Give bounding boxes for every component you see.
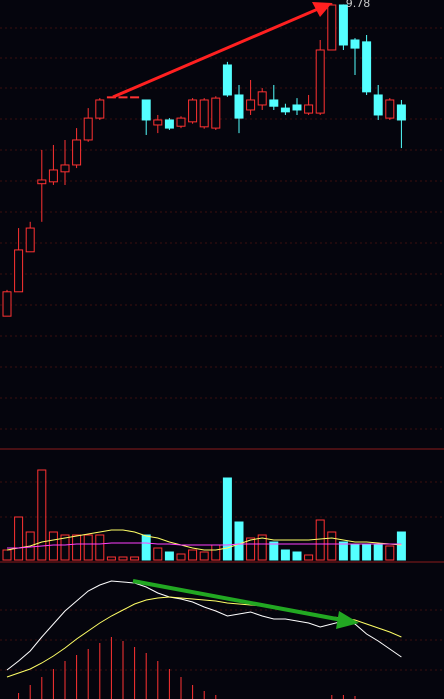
volume-bar xyxy=(373,544,383,561)
candle-body xyxy=(83,117,93,141)
volume-bar xyxy=(118,556,128,561)
candle-body xyxy=(257,91,267,106)
volume-bar xyxy=(141,534,151,561)
volume-bar xyxy=(269,541,279,561)
candle-body xyxy=(141,99,151,121)
plot-area: 9.78 xyxy=(2,0,406,699)
candle-body xyxy=(37,179,47,185)
candle-body xyxy=(396,104,406,121)
volume-bar xyxy=(176,553,186,561)
volume-bar xyxy=(257,534,267,561)
volume-bar xyxy=(385,545,395,561)
volume-bar xyxy=(14,516,24,561)
volume-bar xyxy=(280,549,290,561)
candle-body xyxy=(292,104,302,111)
volume-bar xyxy=(37,469,47,561)
candle-body xyxy=(14,249,24,293)
volume-bar xyxy=(130,556,140,561)
volume-bar xyxy=(83,534,93,561)
volume-bar xyxy=(153,547,163,561)
candle-body xyxy=(130,96,140,99)
candle-body xyxy=(362,41,372,93)
candle-body xyxy=(48,169,58,183)
volume-bar xyxy=(292,551,302,561)
indicator-line xyxy=(7,542,402,549)
candle-body xyxy=(25,227,35,253)
volume-bar xyxy=(350,544,360,561)
candle-body xyxy=(176,117,186,127)
candle-body xyxy=(350,39,360,49)
candle-body xyxy=(304,104,314,114)
indicator-line xyxy=(6,596,402,678)
candle-body xyxy=(60,164,70,173)
candle-body xyxy=(234,94,244,119)
indicator-line xyxy=(6,580,402,671)
volume-bar xyxy=(234,521,244,561)
candle-body xyxy=(72,139,82,166)
candle-body xyxy=(211,97,221,129)
volume-bar xyxy=(106,556,116,561)
volume-bar xyxy=(95,534,105,561)
volume-bar xyxy=(25,531,35,561)
volume-bar xyxy=(246,537,256,561)
volume-bar xyxy=(199,551,209,561)
candle-body xyxy=(315,49,325,114)
candle-body xyxy=(118,96,128,99)
volume-bar xyxy=(304,554,314,561)
candle-body xyxy=(246,99,256,111)
volume-bar xyxy=(327,531,337,561)
volume-bar xyxy=(2,549,12,561)
candle-body xyxy=(2,291,12,317)
volume-bar xyxy=(211,544,221,561)
candle-body xyxy=(327,4,337,51)
candle-body xyxy=(338,4,348,46)
candle-body xyxy=(153,119,163,126)
volume-bar xyxy=(362,544,372,561)
trend-arrows xyxy=(112,2,359,629)
volume-bar xyxy=(188,549,198,561)
candle-body xyxy=(199,99,209,128)
candle-body xyxy=(95,99,105,119)
candle-body xyxy=(164,119,174,129)
candle-body xyxy=(222,64,232,96)
volume-bar xyxy=(315,519,325,561)
volume-bar xyxy=(164,551,174,561)
volume-bar xyxy=(60,534,70,561)
volume-bar xyxy=(338,541,348,561)
candle-body xyxy=(385,99,395,119)
candle-body xyxy=(269,99,279,107)
candle-body xyxy=(188,99,198,123)
candle-body xyxy=(280,107,290,113)
volume-bar xyxy=(396,531,406,561)
volume-bar xyxy=(222,477,232,561)
high-label: 9.78 xyxy=(346,0,371,10)
indicator-line xyxy=(6,529,402,551)
volume-bar xyxy=(72,534,82,561)
grid xyxy=(0,27,444,671)
volume-bar xyxy=(48,531,58,561)
candle-body xyxy=(373,94,383,116)
